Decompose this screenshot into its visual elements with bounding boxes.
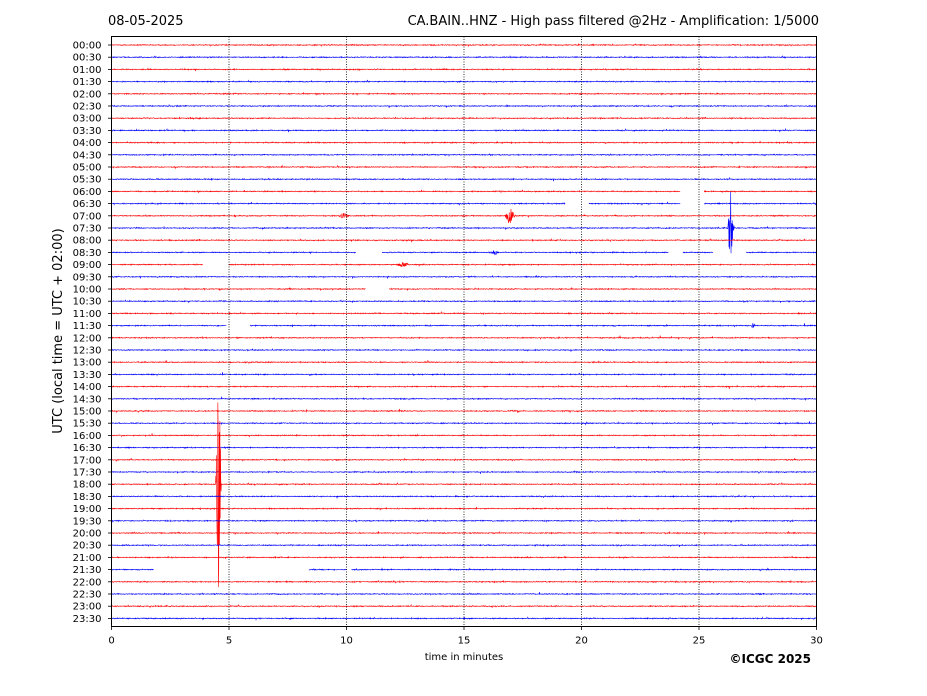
y-tick-label-1930: 19:30 [73,516,102,527]
trace-0330-0 [111,128,817,133]
trace-0600-1 [703,189,817,194]
trace-1600-0 [111,433,817,438]
trace-1130-1 [249,323,817,329]
y-tick-label-0630: 06:30 [73,199,102,210]
y-tick-label-1600: 16:00 [73,431,102,442]
y-tick-label-0600: 06:00 [73,187,102,198]
y-tick-label-0100: 01:00 [73,65,102,76]
trace-0830-1 [381,250,669,256]
trace-0830-0 [111,250,357,255]
y-tick-label-2100: 21:00 [73,553,102,564]
x-tick-label-30: 30 [810,636,823,647]
trace-0900-0 [111,263,203,266]
trace-2130-0 [111,568,154,571]
y-tick-label-1530: 15:30 [73,419,102,430]
y-tick-label-2000: 20:00 [73,529,102,540]
y-tick-label-0000: 00:00 [73,41,102,52]
y-tick-label-2130: 21:30 [73,565,102,576]
trace-1500-0 [111,408,817,414]
x-axis-ticks: 0 5 10 15 20 25 30 [108,626,823,647]
copyright-label: ©ICGC 2025 [729,652,811,666]
trace-1200-0 [111,335,817,340]
trace-1530-0 [111,421,817,426]
y-tick-label-0900: 09:00 [73,260,102,271]
y-tick-label-1500: 15:00 [73,407,102,418]
x-tick-label-25: 25 [693,636,706,647]
y-tick-label-1730: 17:30 [73,468,102,479]
trace-0230-0 [111,103,817,109]
x-tick-label-0: 0 [108,636,114,647]
y-tick-label-0930: 09:30 [73,272,102,283]
y-tick-label-2300: 23:00 [73,602,102,613]
y-tick-label-1000: 10:00 [73,285,102,296]
trace-1130-0 [111,324,227,328]
trace-0830-2 [682,250,714,254]
x-tick-label-15: 15 [458,636,471,647]
trace-1930-0 [111,518,817,523]
y-tick-label-1030: 10:30 [73,297,102,308]
trace-2130-2 [351,567,817,572]
y-tick-label-1230: 12:30 [73,346,102,357]
y-tick-label-1330: 13:30 [73,370,102,381]
trace-0630-0 [111,201,566,206]
y-tick-label-2200: 22:00 [73,577,102,588]
y-axis-label: UTC (local time = UTC + 02:00) [51,228,66,433]
trace-0730-0 [111,191,817,254]
trace-1000-0 [111,286,366,292]
y-tick-label-1630: 16:30 [73,443,102,454]
trace-2030-0 [111,543,817,548]
y-tick-label-1430: 14:30 [73,394,102,405]
y-tick-label-0030: 00:30 [73,53,102,64]
y-tick-label-1700: 17:00 [73,455,102,466]
y-tick-label-0700: 07:00 [73,211,102,222]
vertical-grid [228,36,700,627]
y-tick-label-1130: 11:30 [73,321,102,332]
trace-1100-0 [111,310,817,316]
y-tick-label-0400: 04:00 [73,138,102,149]
trace-0800-0 [111,238,817,243]
x-tick-label-5: 5 [226,636,232,647]
x-axis-label: time in minutes [425,652,504,663]
trace-2130-1 [308,567,347,571]
trace-0700-0 [111,208,817,224]
y-tick-label-0430: 04:30 [73,150,102,161]
trace-0830-3 [746,251,817,254]
x-tick-label-20: 20 [575,636,588,647]
y-tick-label-1800: 18:00 [73,480,102,491]
y-tick-label-2330: 23:30 [73,614,102,625]
y-tick-label-0830: 08:30 [73,248,102,259]
trace-0600-0 [111,189,681,194]
y-tick-label-0230: 02:30 [73,102,102,113]
trace-2330-0 [111,616,817,621]
x-tick-label-10: 10 [340,636,353,647]
y-tick-label-1400: 14:00 [73,382,102,393]
y-tick-label-0300: 03:00 [73,114,102,125]
y-tick-label-1900: 19:00 [73,504,102,515]
trace-0630-2 [703,201,817,206]
trace-1630-0 [111,445,817,450]
chart-date: 08-05-2025 [108,14,184,29]
y-tick-label-0330: 03:30 [73,126,102,137]
trace-1900-0 [111,506,817,511]
y-tick-label-0730: 07:30 [73,224,102,235]
y-tick-label-2230: 22:30 [73,590,102,601]
y-tick-label-0530: 05:30 [73,175,102,186]
y-tick-label-1300: 13:00 [73,358,102,369]
trace-0630-1 [588,201,681,206]
trace-0300-0 [111,116,817,121]
trace-1000-1 [388,287,817,292]
trace-0900-1 [228,262,817,268]
y-tick-label-1200: 12:00 [73,333,102,344]
y-tick-label-0130: 01:30 [73,77,102,88]
chart-title: CA.BAIN..HNZ - High pass filtered @2Hz -… [408,14,819,29]
y-tick-label-0200: 02:00 [73,89,102,100]
y-tick-label-1100: 11:00 [73,309,102,320]
y-tick-label-2030: 20:30 [73,541,102,552]
y-tick-label-0500: 05:00 [73,163,102,174]
trace-0200-0 [111,92,817,96]
y-tick-label-0800: 08:00 [73,236,102,247]
y-tick-label-1830: 18:30 [73,492,102,503]
